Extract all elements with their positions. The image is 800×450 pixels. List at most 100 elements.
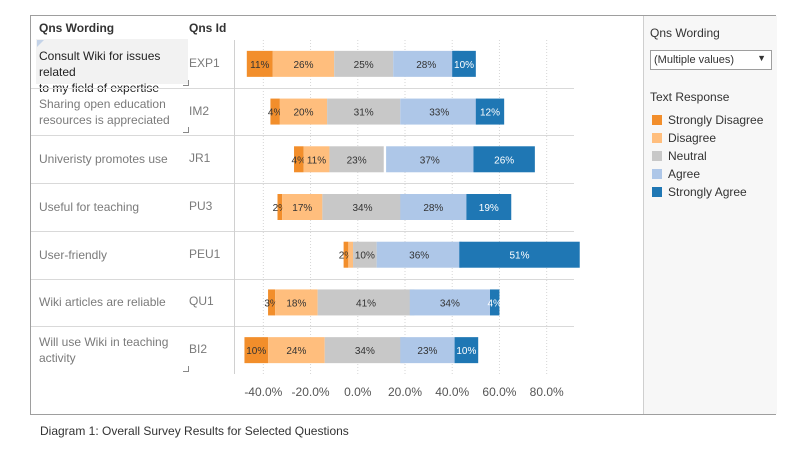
legend-swatch xyxy=(652,187,662,197)
data-label: 19% xyxy=(479,203,499,214)
legend-label: Strongly Disagree xyxy=(668,113,764,127)
bar-segment[interactable] xyxy=(475,98,505,125)
bar-segment[interactable] xyxy=(393,50,460,77)
bar-segment[interactable] xyxy=(400,337,455,364)
bar-segment[interactable] xyxy=(490,289,500,316)
bar-segment[interactable] xyxy=(473,146,535,173)
data-label: 10% xyxy=(456,346,476,357)
bar-segment[interactable] xyxy=(334,50,394,77)
bar-segment[interactable] xyxy=(246,50,273,77)
data-label: 4% xyxy=(292,155,307,166)
resize-handle-icon[interactable] xyxy=(183,127,189,134)
legend-swatch xyxy=(652,133,662,143)
bar-segment[interactable] xyxy=(317,289,415,316)
x-tick-label: 40.0% xyxy=(435,385,469,399)
row-wording-line: activity xyxy=(39,351,76,366)
row-id[interactable]: PU3 xyxy=(189,198,213,213)
row-wording-line: Will use Wiki in teaching xyxy=(39,335,169,350)
bar-segment[interactable] xyxy=(409,289,490,316)
data-label: 17% xyxy=(292,203,312,214)
selected-row-highlight xyxy=(36,39,188,84)
bar-segment[interactable] xyxy=(244,337,269,364)
bar-segment[interactable] xyxy=(459,241,580,268)
header-qns-wording[interactable]: Qns Wording xyxy=(39,21,115,35)
data-label: 12% xyxy=(480,108,500,119)
bar-segment[interactable] xyxy=(353,241,377,268)
chart-frame: Qns Wording Qns Id Consult Wiki for issu… xyxy=(30,15,777,415)
qns-wording-dropdown[interactable]: (Multiple values) ▼ xyxy=(650,50,772,70)
legend-title: Text Response xyxy=(650,90,730,104)
row-id[interactable]: BI2 xyxy=(189,342,208,357)
bar-segment[interactable] xyxy=(386,146,474,173)
row-wording[interactable]: Univeristy promotes use xyxy=(39,151,189,167)
data-label: 33% xyxy=(429,108,449,119)
selection-corner-icon xyxy=(37,40,44,47)
header-qns-id[interactable]: Qns Id xyxy=(189,21,227,35)
resize-handle-icon[interactable] xyxy=(183,365,189,372)
bar-segment[interactable] xyxy=(282,194,323,220)
bar-segment[interactable] xyxy=(303,146,330,173)
bar-segment[interactable] xyxy=(327,98,401,125)
row-id[interactable]: PEU1 xyxy=(189,246,221,261)
row-wording[interactable]: Useful for teaching xyxy=(39,199,189,215)
bar-segment[interactable] xyxy=(329,146,384,173)
bar-segment[interactable] xyxy=(268,337,325,364)
bar-segment[interactable] xyxy=(466,194,512,220)
row-id[interactable]: QU1 xyxy=(189,294,214,309)
legend-label: Strongly Agree xyxy=(668,185,747,199)
data-label: 2% xyxy=(339,251,354,262)
bar-segment[interactable] xyxy=(268,289,276,316)
data-label: 37% xyxy=(420,155,440,166)
row-wording-line: Univeristy promotes use xyxy=(39,152,168,167)
bar-segment[interactable] xyxy=(294,146,304,173)
row-wording-line: User-friendly xyxy=(39,247,108,262)
bar-segment[interactable] xyxy=(400,98,479,125)
bar-segment[interactable] xyxy=(376,241,462,268)
bar-segment[interactable] xyxy=(324,337,405,364)
bar-segment[interactable] xyxy=(343,241,349,268)
row-wording[interactable]: User-friendly xyxy=(39,247,189,263)
data-label: 2% xyxy=(273,203,288,214)
data-label: 24% xyxy=(286,346,306,357)
row-wording[interactable]: Wiki articles are reliable xyxy=(39,294,189,310)
data-label: 31% xyxy=(354,108,374,119)
x-tick-label: 20.0% xyxy=(388,385,422,399)
data-label: 3% xyxy=(264,298,279,309)
row-id[interactable]: JR1 xyxy=(189,151,211,166)
data-label: 18% xyxy=(286,298,306,309)
bar-segment[interactable] xyxy=(279,98,328,125)
data-label: 26% xyxy=(494,155,514,166)
legend-swatch xyxy=(652,169,662,179)
data-label: 20% xyxy=(293,108,313,119)
legend-swatch xyxy=(652,151,662,161)
row-divider xyxy=(31,278,574,280)
row-divider xyxy=(31,230,574,232)
bar-segment[interactable] xyxy=(275,289,318,316)
row-wording[interactable]: Sharing open education resources is appre… xyxy=(39,96,189,128)
row-id[interactable]: IM2 xyxy=(189,103,210,118)
figure-caption: Diagram 1: Overall Survey Results for Se… xyxy=(40,424,349,438)
legend-swatch xyxy=(652,115,662,125)
dropdown-arrow-icon[interactable]: ▼ xyxy=(757,53,766,63)
bar-segment[interactable] xyxy=(454,337,479,364)
bar-segment[interactable] xyxy=(400,194,467,220)
x-tick-label: 0.0% xyxy=(344,385,372,399)
row-id[interactable]: EXP1 xyxy=(189,55,220,70)
bar-segment[interactable] xyxy=(348,241,354,268)
data-label: 23% xyxy=(417,346,437,357)
bar-segment[interactable] xyxy=(272,50,335,77)
data-label: 11% xyxy=(250,60,269,71)
row-wording-line: Useful for teaching xyxy=(39,199,140,214)
data-label: 28% xyxy=(416,60,436,71)
x-tick-label: -20.0% xyxy=(292,385,330,399)
plot-area: -40.0% -20.0% 0.0% 20.0% 40.0% 60.0% 80.0% 11% 2… xyxy=(234,40,580,399)
bar-segment[interactable] xyxy=(270,98,280,125)
row-wording[interactable]: Will use Wiki in teaching activity xyxy=(39,334,189,366)
resize-handle-icon[interactable] xyxy=(183,79,189,86)
bar-segment[interactable] xyxy=(277,194,283,220)
bar-segment[interactable] xyxy=(452,50,476,77)
bar-segment[interactable] xyxy=(322,194,403,220)
row-wording-line: Wiki articles are reliable xyxy=(39,295,166,310)
row-wording-line: Sharing open education xyxy=(39,96,166,111)
filter-legend-panel: Qns Wording (Multiple values) ▼ Text Res… xyxy=(643,16,777,414)
